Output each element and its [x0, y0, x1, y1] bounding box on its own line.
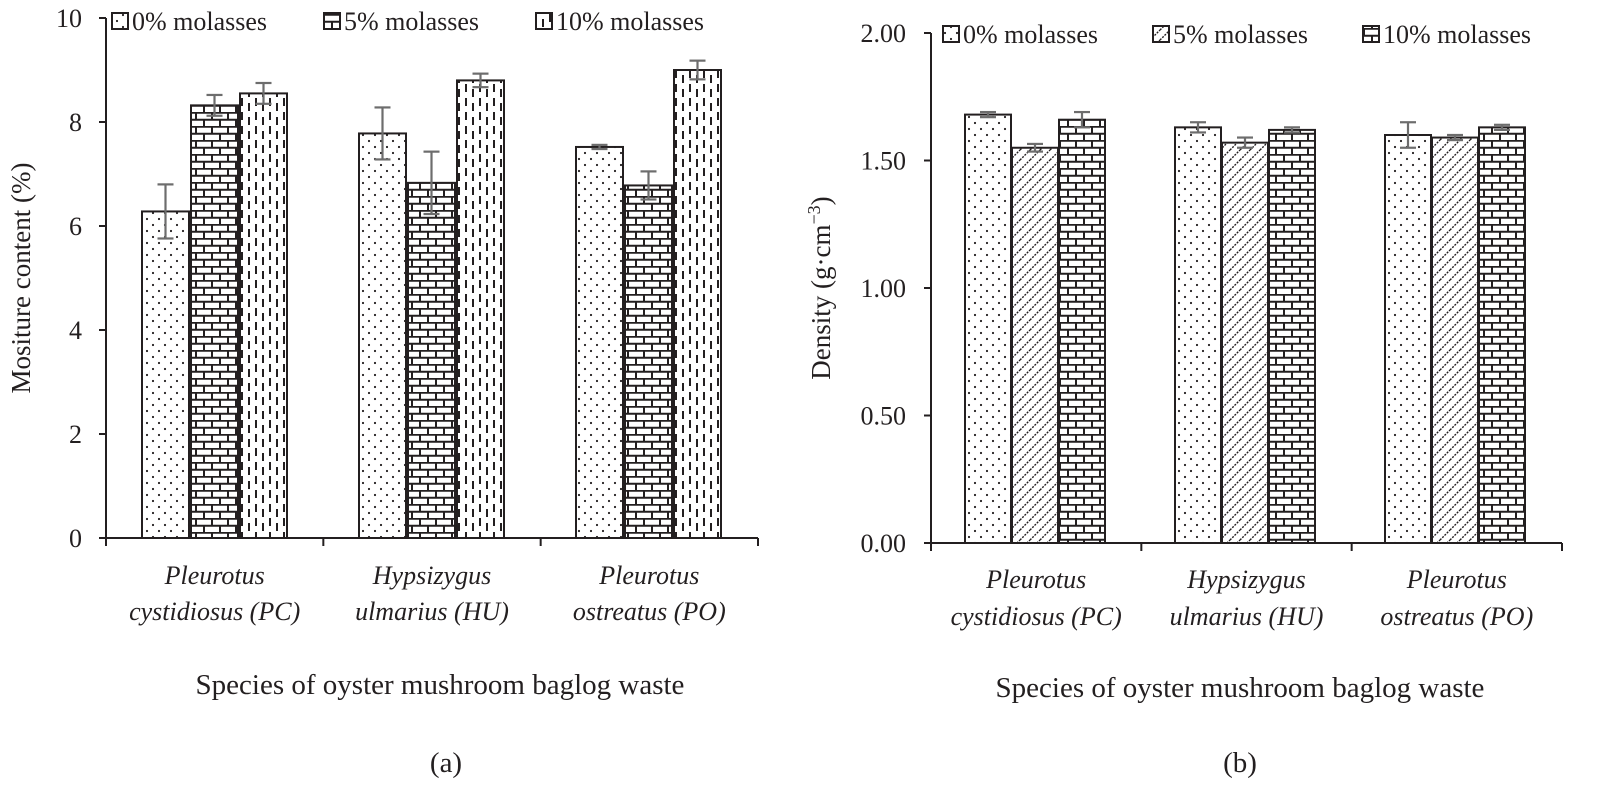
y-tick-label: 8 [69, 108, 82, 137]
x-category-label-line1: Pleurotus [164, 561, 265, 590]
bar [190, 104, 239, 540]
bar [964, 113, 1012, 544]
y-tick-label: 2 [69, 420, 82, 449]
panel-label-b: (b) [1223, 747, 1257, 779]
legend-swatch [535, 12, 553, 30]
bar [1268, 128, 1316, 544]
bar [673, 69, 722, 539]
x-category-label-line2: cystidiosus (PC) [951, 602, 1122, 631]
legend-item: 10% molasses [535, 7, 704, 36]
x-category-label-line1: Pleurotus [598, 561, 699, 590]
bar [1058, 118, 1106, 544]
legend-swatch [111, 12, 129, 30]
bar [1431, 136, 1479, 545]
y-tick-label: 4 [69, 316, 82, 345]
x-category-label-line2: cystidiosus (PC) [129, 597, 300, 626]
y-tick-label: 1.50 [861, 147, 907, 176]
y-tick-label: 0 [69, 524, 82, 553]
x-category-label-line1: Hypsizygus [372, 561, 491, 590]
bar [407, 181, 456, 539]
y-tick-label: 1.00 [861, 274, 907, 303]
y-tick-label: 0.50 [861, 402, 907, 431]
x-category-label-line2: ulmarius (HU) [1170, 602, 1324, 631]
legend-item: 5% molasses [323, 7, 479, 36]
density-chart: 0.00 0.50 1.00 1.50 2.00 Pleurotus cystidiosu… [804, 19, 1563, 779]
bar [624, 184, 673, 539]
bar [358, 132, 407, 539]
legend-item: 0% molasses [111, 7, 267, 36]
bar [1384, 134, 1432, 544]
y-axis-title-main: Density (g·cm [806, 224, 836, 379]
legend-label: 5% molasses [1173, 20, 1308, 49]
legend-item: 10% molasses [1362, 20, 1531, 49]
legend-label: 0% molasses [963, 20, 1098, 49]
bar [456, 79, 505, 540]
legend-swatch [1362, 25, 1380, 43]
y-tick-label: 6 [69, 212, 82, 241]
y-tick-label: 10 [56, 4, 82, 33]
legend-swatch [1152, 25, 1170, 43]
x-axis-title: Species of oyster mushroom baglog waste [196, 669, 685, 701]
y-axis-title: Density (g·cm−3) [804, 196, 836, 379]
y-axis-title: Mositure content (%) [6, 163, 36, 394]
bar [239, 92, 288, 540]
x-category-label-line2: ostreatus (PO) [573, 597, 726, 626]
legend-label: 10% molasses [1383, 20, 1531, 49]
y-axis-title-end: ) [806, 196, 836, 205]
legend-swatch [942, 25, 960, 43]
x-category-label-line2: ostreatus (PO) [1380, 602, 1533, 631]
legend-label: 5% molasses [344, 7, 479, 36]
legend-item: 0% molasses [942, 20, 1098, 49]
y-tick-label: 0.00 [861, 529, 907, 558]
legend-label: 10% molasses [556, 7, 704, 36]
moisture-content-chart: 0 2 4 6 8 10 Pleurotus cystidiosus (PC) Hypsizy… [6, 4, 759, 779]
y-axis-title-superscript: −3 [804, 205, 824, 224]
bar [1174, 126, 1222, 544]
x-category-label-line2: ulmarius (HU) [355, 597, 509, 626]
y-tick-label: 2.00 [861, 19, 907, 48]
bar [141, 210, 190, 539]
x-axis-title: Species of oyster mushroom baglog waste [996, 672, 1485, 704]
bar [1478, 126, 1526, 544]
bar [1011, 146, 1059, 544]
panel-label-a: (a) [430, 747, 462, 779]
x-category-label-line1: Pleurotus [985, 565, 1086, 594]
bar [575, 145, 624, 540]
legend-swatch [323, 12, 341, 30]
x-category-label-line1: Hypsizygus [1186, 565, 1305, 594]
legend-item: 5% molasses [1152, 20, 1308, 49]
bar [1221, 141, 1269, 544]
x-category-label-line1: Pleurotus [1406, 565, 1507, 594]
legend-label: 0% molasses [132, 7, 267, 36]
